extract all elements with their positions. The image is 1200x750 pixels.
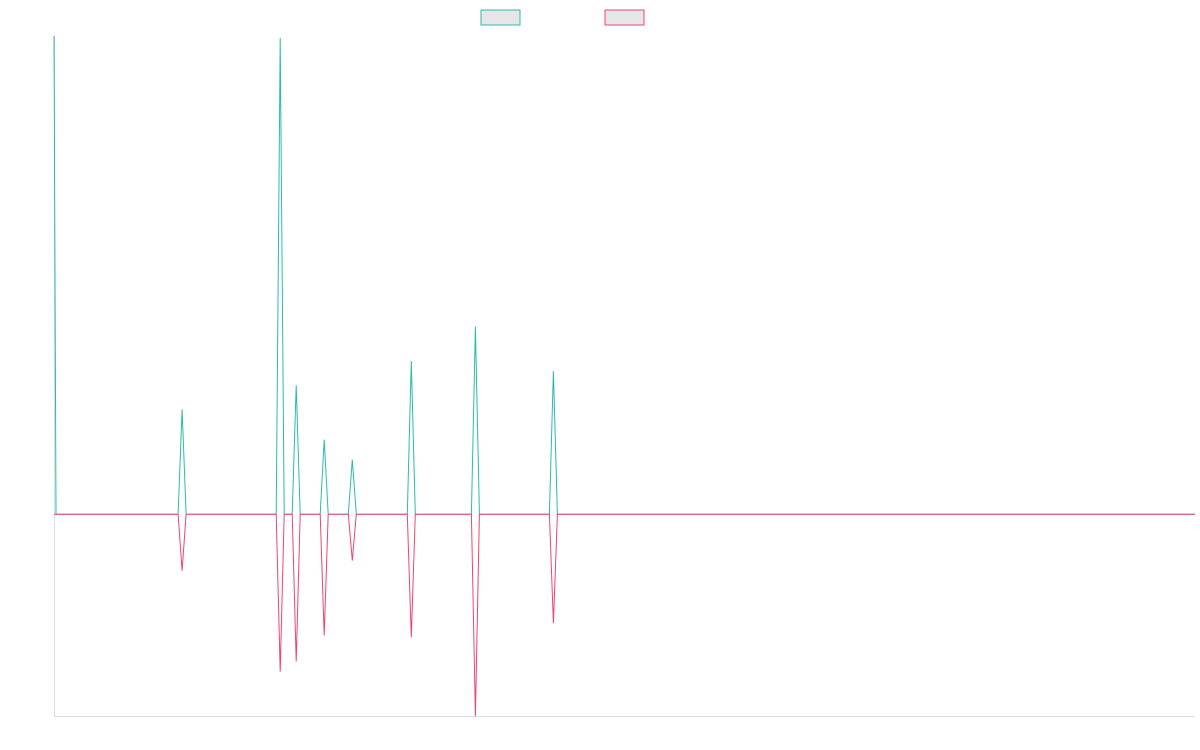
legend-swatch-series-1[interactable] <box>480 9 521 26</box>
plot-area <box>53 35 1195 717</box>
chart-legend[interactable] <box>480 9 645 26</box>
series-1-line <box>53 35 1195 515</box>
series-layer <box>53 35 1195 717</box>
series-2-line <box>54 513 1195 717</box>
legend-swatch-series-2[interactable] <box>604 9 645 26</box>
